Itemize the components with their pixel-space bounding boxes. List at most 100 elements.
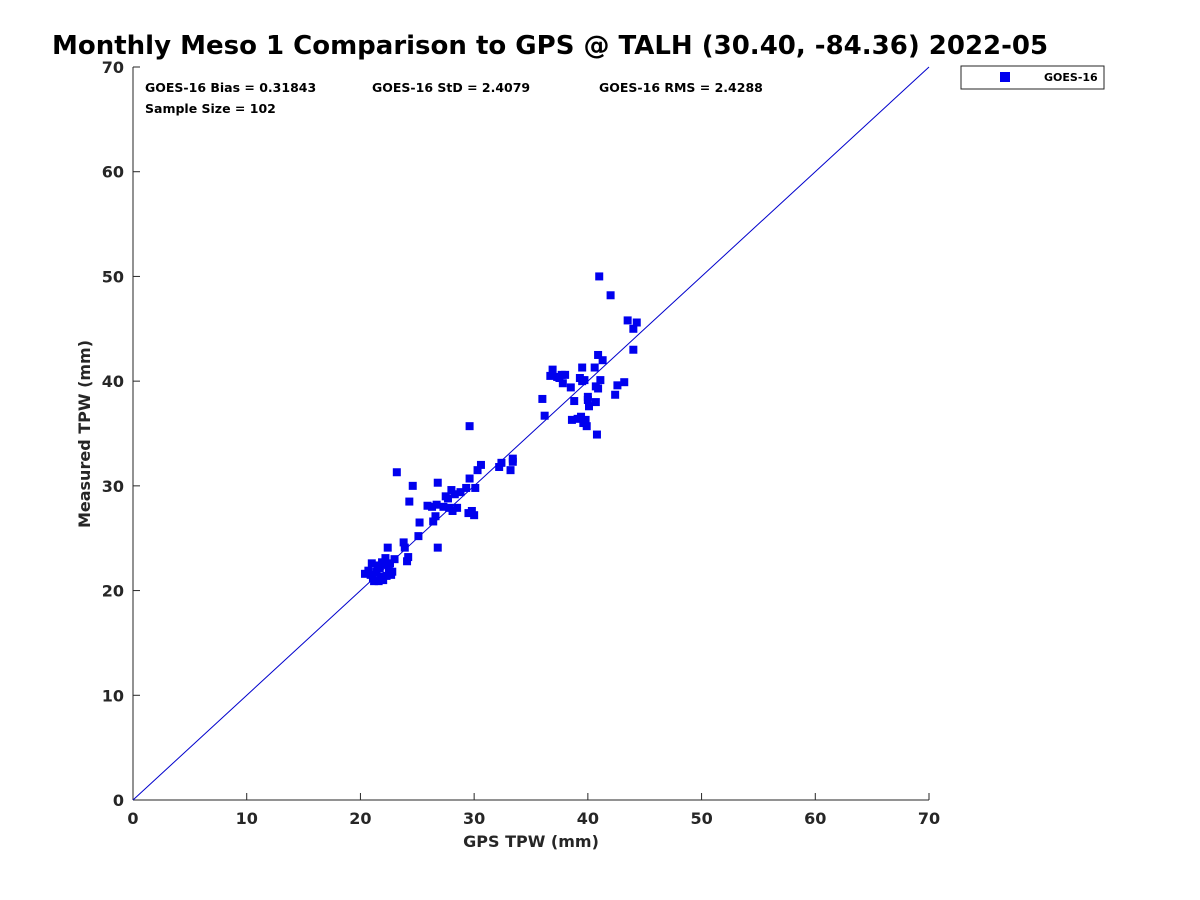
data-point [465,422,474,431]
data-point [383,543,392,552]
x-axis-ticks: 0 10 20 30 40 50 60 70 [127,793,940,828]
data-point [370,577,379,586]
data-point [374,577,383,586]
data-point [613,381,622,390]
data-point [611,390,620,399]
x-tick-label: 20 [349,809,371,828]
data-point [385,559,394,568]
y-axis-label: Measured TPW (mm) [75,340,94,528]
data-point [408,481,417,490]
data-point [476,460,485,469]
y-tick-label: 50 [102,267,124,286]
data-point [364,566,373,575]
data-point [584,402,593,411]
data-point [473,466,482,475]
stat-std: GOES-16 StD = 2.4079 [372,80,530,95]
data-point [558,379,567,388]
data-point [595,272,604,281]
data-point [580,376,589,385]
data-point [453,503,462,512]
stat-rms: GOES-16 RMS = 2.4288 [599,80,763,95]
data-point [546,371,555,380]
data-point [439,502,448,511]
data-point [415,518,424,527]
data-point [578,363,587,372]
data-point [598,356,607,365]
data-point [441,492,450,501]
one-to-one-reference-line [132,66,930,801]
data-point [433,543,442,552]
data-point [620,378,629,387]
data-point [450,490,459,499]
y-tick-label: 60 [102,163,124,182]
data-point [561,370,570,379]
series-goes-16-points [360,272,641,586]
data-point [381,554,390,563]
data-point [548,365,557,374]
legend: GOES-16 [960,65,1105,90]
data-point [428,502,437,511]
data-point [471,483,480,492]
y-tick-label: 30 [102,477,124,496]
data-point [581,415,590,424]
chart-title: Monthly Meso 1 Comparison to GPS @ TALH … [52,31,1048,61]
x-tick-label: 70 [918,809,940,828]
data-point [590,363,599,372]
y-axis-ticks: 0 10 20 30 40 50 60 70 [102,58,140,810]
data-point [592,430,601,439]
y-tick-label: 40 [102,372,124,391]
data-point [447,486,456,495]
data-point [429,517,438,526]
data-point [403,557,412,566]
data-point [379,576,388,585]
data-point [632,318,641,327]
data-point [594,384,603,393]
data-point [423,501,432,510]
data-point [570,397,579,406]
data-point [375,564,384,573]
data-point [623,316,632,325]
data-point [566,383,575,392]
data-point [456,488,465,497]
x-tick-label: 40 [577,809,599,828]
data-point [400,543,409,552]
legend-entry-goes-16: GOES-16 [1044,71,1098,84]
data-point [508,457,517,466]
data-point [414,532,423,541]
x-tick-label: 30 [463,809,485,828]
data-point [467,506,476,515]
data-point [540,411,549,420]
data-point [399,538,408,547]
data-point [392,468,401,477]
data-point [405,497,414,506]
data-point [538,394,547,403]
x-tick-label: 10 [236,809,258,828]
data-point [404,553,413,562]
data-point [431,512,440,521]
data-point [582,422,591,431]
data-point [594,350,603,359]
plot-area [132,67,929,801]
x-tick-label: 50 [690,809,712,828]
data-point [577,412,586,421]
x-tick-label: 60 [804,809,826,828]
data-point [462,483,471,492]
data-point [470,511,479,520]
data-point [433,478,442,487]
stat-sample-size: Sample Size = 102 [145,101,276,116]
legend-square-marker-icon [1000,72,1010,82]
data-point [465,474,474,483]
data-point [506,466,515,475]
data-point [382,571,391,580]
data-point [606,291,615,300]
y-tick-label: 20 [102,582,124,601]
data-point [380,560,389,569]
data-point [629,324,638,333]
x-axis-label: GPS TPW (mm) [463,832,599,851]
x-tick-label: 0 [127,809,138,828]
data-point [384,565,393,574]
data-point [497,458,506,467]
y-tick-label: 10 [102,686,124,705]
data-point [591,398,600,407]
